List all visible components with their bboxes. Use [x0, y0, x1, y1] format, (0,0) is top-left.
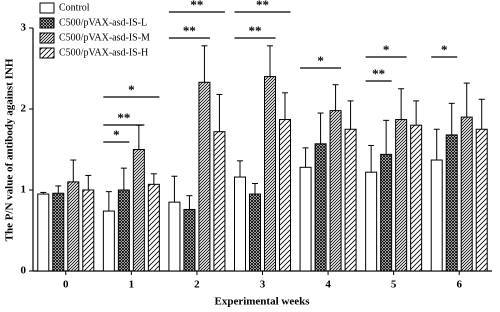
y-tick-label: 2	[21, 103, 27, 115]
significance-label: *	[317, 53, 324, 68]
bar	[445, 134, 458, 272]
bar	[198, 81, 211, 272]
y-tick-label: 0	[21, 265, 27, 277]
bar	[132, 149, 145, 272]
bar	[344, 128, 357, 272]
bar	[329, 110, 342, 272]
bar	[52, 192, 65, 272]
legend-label: Control	[59, 2, 90, 13]
x-tick-label: 2	[194, 279, 200, 291]
significance-label: *	[128, 82, 135, 97]
bar	[183, 208, 196, 272]
bar	[475, 128, 488, 272]
x-tick-label: 3	[260, 279, 266, 291]
bar	[82, 189, 95, 272]
bar	[395, 119, 408, 272]
bar	[365, 171, 378, 272]
significance-label: **	[183, 23, 196, 38]
significance-label: **	[117, 110, 130, 125]
y-axis-label: The P/N value of antibody against INH	[4, 58, 16, 241]
legend-swatch	[39, 2, 55, 14]
legend-label: C500/pVAX-asd-IS-M	[59, 32, 150, 43]
bar	[168, 201, 181, 272]
significance-label: *	[383, 42, 390, 57]
bar	[264, 76, 276, 272]
bar	[380, 153, 393, 272]
x-tick-label: 0	[63, 279, 69, 291]
significance-label: **	[190, 0, 203, 12]
bar	[37, 193, 50, 272]
legend-label: C500/pVAX-asd-IS-H	[59, 47, 148, 58]
significance-label: *	[441, 42, 448, 57]
legend-swatch	[39, 32, 55, 44]
bar	[460, 116, 473, 272]
x-tick-label: 1	[129, 279, 135, 291]
bar	[249, 193, 261, 272]
legend-swatch	[39, 47, 55, 59]
legend-swatch	[39, 17, 55, 29]
y-tick-label: 1	[21, 184, 27, 196]
significance-label: **	[256, 0, 269, 12]
bar	[102, 210, 115, 272]
bar	[314, 143, 327, 272]
bar	[279, 119, 291, 272]
bar	[213, 131, 226, 272]
legend-label: C500/pVAX-asd-IS-L	[59, 17, 147, 28]
bar	[410, 124, 423, 272]
bar	[67, 181, 80, 272]
y-tick-label: 3	[21, 22, 27, 34]
bar	[147, 183, 160, 272]
bar	[430, 159, 443, 272]
bar	[117, 189, 130, 272]
significance-label: **	[249, 23, 262, 38]
significance-label: *	[113, 127, 120, 142]
x-tick-label: 4	[325, 279, 331, 291]
x-tick-label: 6	[456, 279, 462, 291]
x-tick-label: 5	[391, 279, 397, 291]
x-axis-label: Experimental weeks	[214, 296, 310, 308]
significance-label: **	[372, 66, 385, 81]
bar	[234, 176, 246, 272]
bar	[299, 166, 312, 272]
